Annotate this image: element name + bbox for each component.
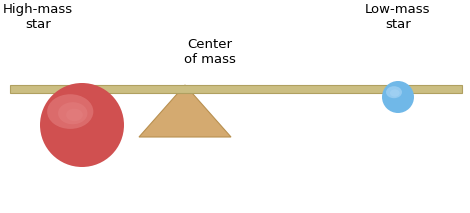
Circle shape <box>382 81 414 113</box>
Text: Center
of mass: Center of mass <box>184 38 236 66</box>
Polygon shape <box>139 85 231 137</box>
Circle shape <box>40 83 124 167</box>
Ellipse shape <box>390 89 400 97</box>
Ellipse shape <box>58 102 87 124</box>
Text: High-mass
star: High-mass star <box>3 3 73 31</box>
Ellipse shape <box>386 86 402 98</box>
Text: Low-mass
star: Low-mass star <box>365 3 431 31</box>
FancyBboxPatch shape <box>10 85 462 93</box>
Ellipse shape <box>47 94 94 129</box>
Ellipse shape <box>66 109 83 121</box>
